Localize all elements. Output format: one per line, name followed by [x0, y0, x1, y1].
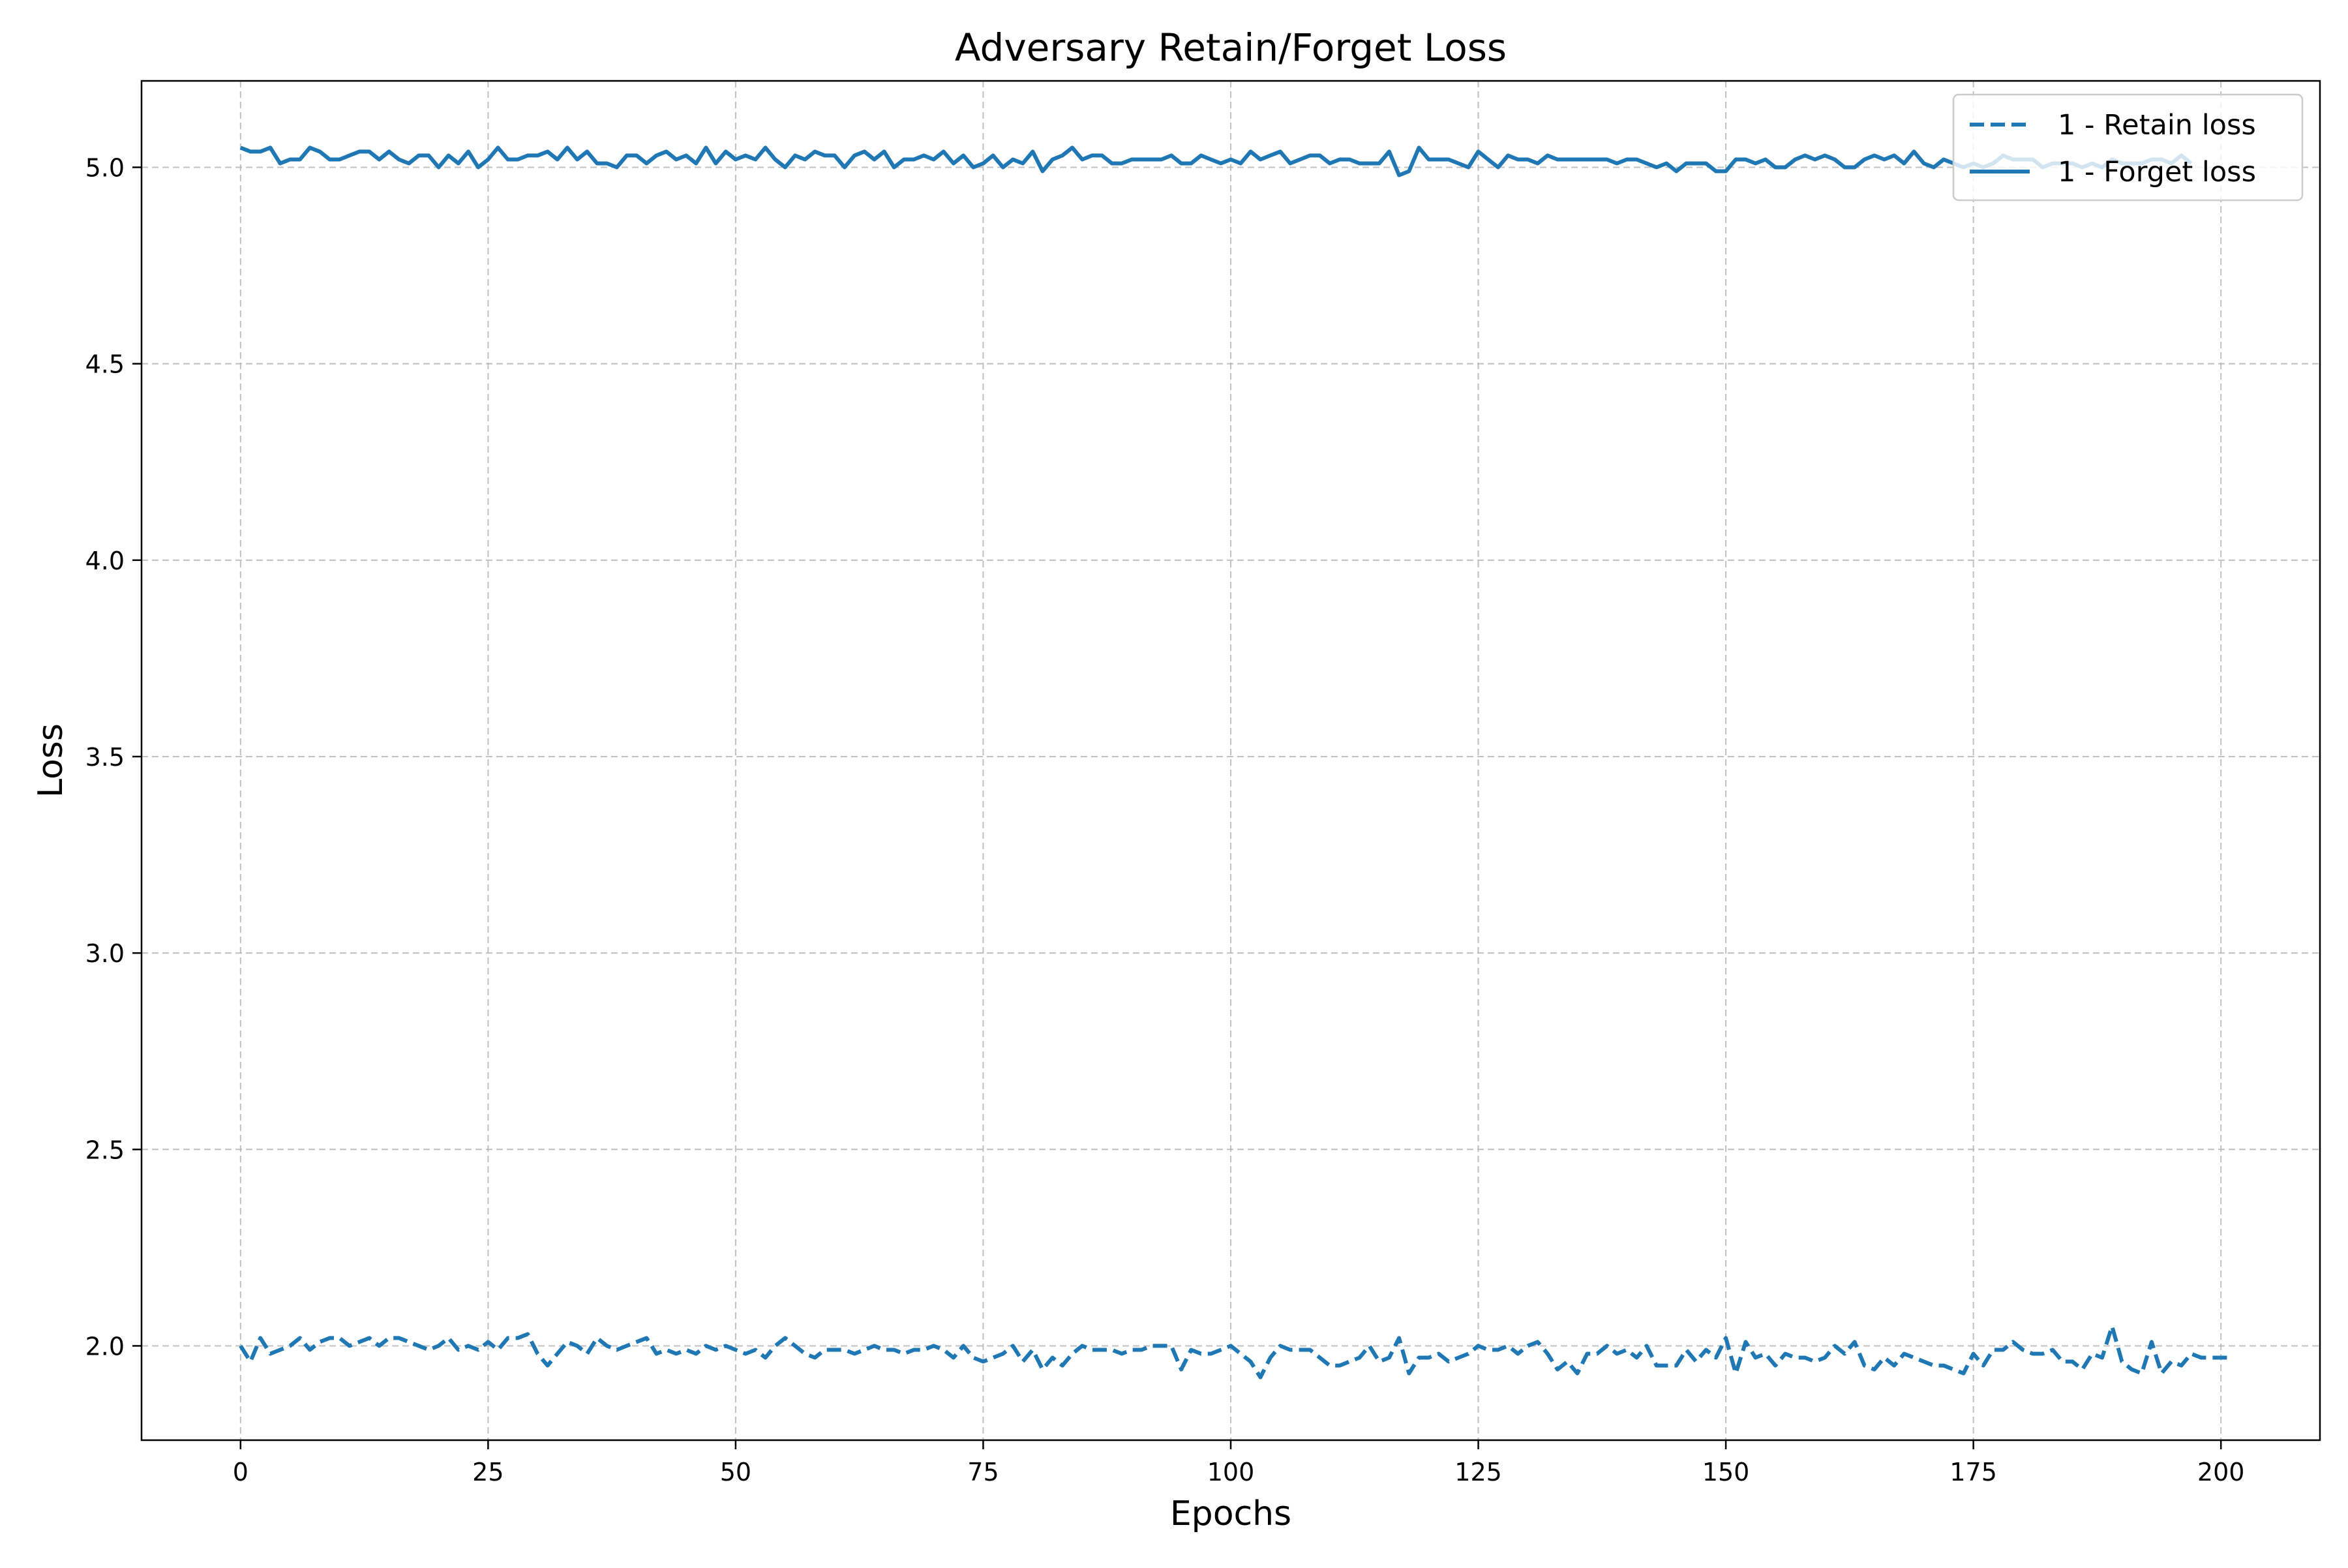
y-tick-label: 2.5: [85, 1136, 125, 1164]
series-lines: [239, 145, 2231, 1380]
axis-ticks: 0 25 50 75 100 125 150 175 200 2.0 2.5 3.0 3.5 4.0 4.5…: [85, 154, 2245, 1486]
legend-label-retain: 1 - Retain loss: [2058, 109, 2256, 142]
x-tick-label: 100: [1207, 1458, 1255, 1486]
retain-loss-line: [239, 1324, 2231, 1380]
y-tick-label: 5.0: [85, 154, 125, 183]
x-tick-label: 25: [472, 1458, 504, 1486]
forget-loss-line: [239, 145, 2193, 177]
x-tick-label: 150: [1702, 1458, 1750, 1486]
y-tick-label: 2.0: [85, 1332, 125, 1361]
x-tick-label: 50: [720, 1458, 751, 1486]
y-axis-label: Loss: [31, 723, 70, 798]
x-axis-label: Epochs: [1170, 1494, 1291, 1533]
x-tick-label: 125: [1454, 1458, 1502, 1486]
x-tick-label: 75: [967, 1458, 999, 1486]
y-tick-label: 4.0: [85, 547, 125, 575]
y-tick-label: 4.5: [85, 350, 125, 379]
x-tick-label: 175: [1949, 1458, 1997, 1486]
x-tick-label: 200: [2197, 1458, 2245, 1486]
y-tick-label: 3.0: [85, 939, 125, 968]
legend-label-forget: 1 - Forget loss: [2058, 156, 2256, 188]
x-tick-label: 0: [233, 1458, 248, 1486]
legend-box: [1952, 93, 2304, 202]
chart-title: Adversary Retain/Forget Loss: [955, 25, 1507, 70]
y-tick-label: 3.5: [85, 743, 125, 772]
legend: 1 - Retain loss 1 - Forget loss: [1952, 93, 2304, 202]
